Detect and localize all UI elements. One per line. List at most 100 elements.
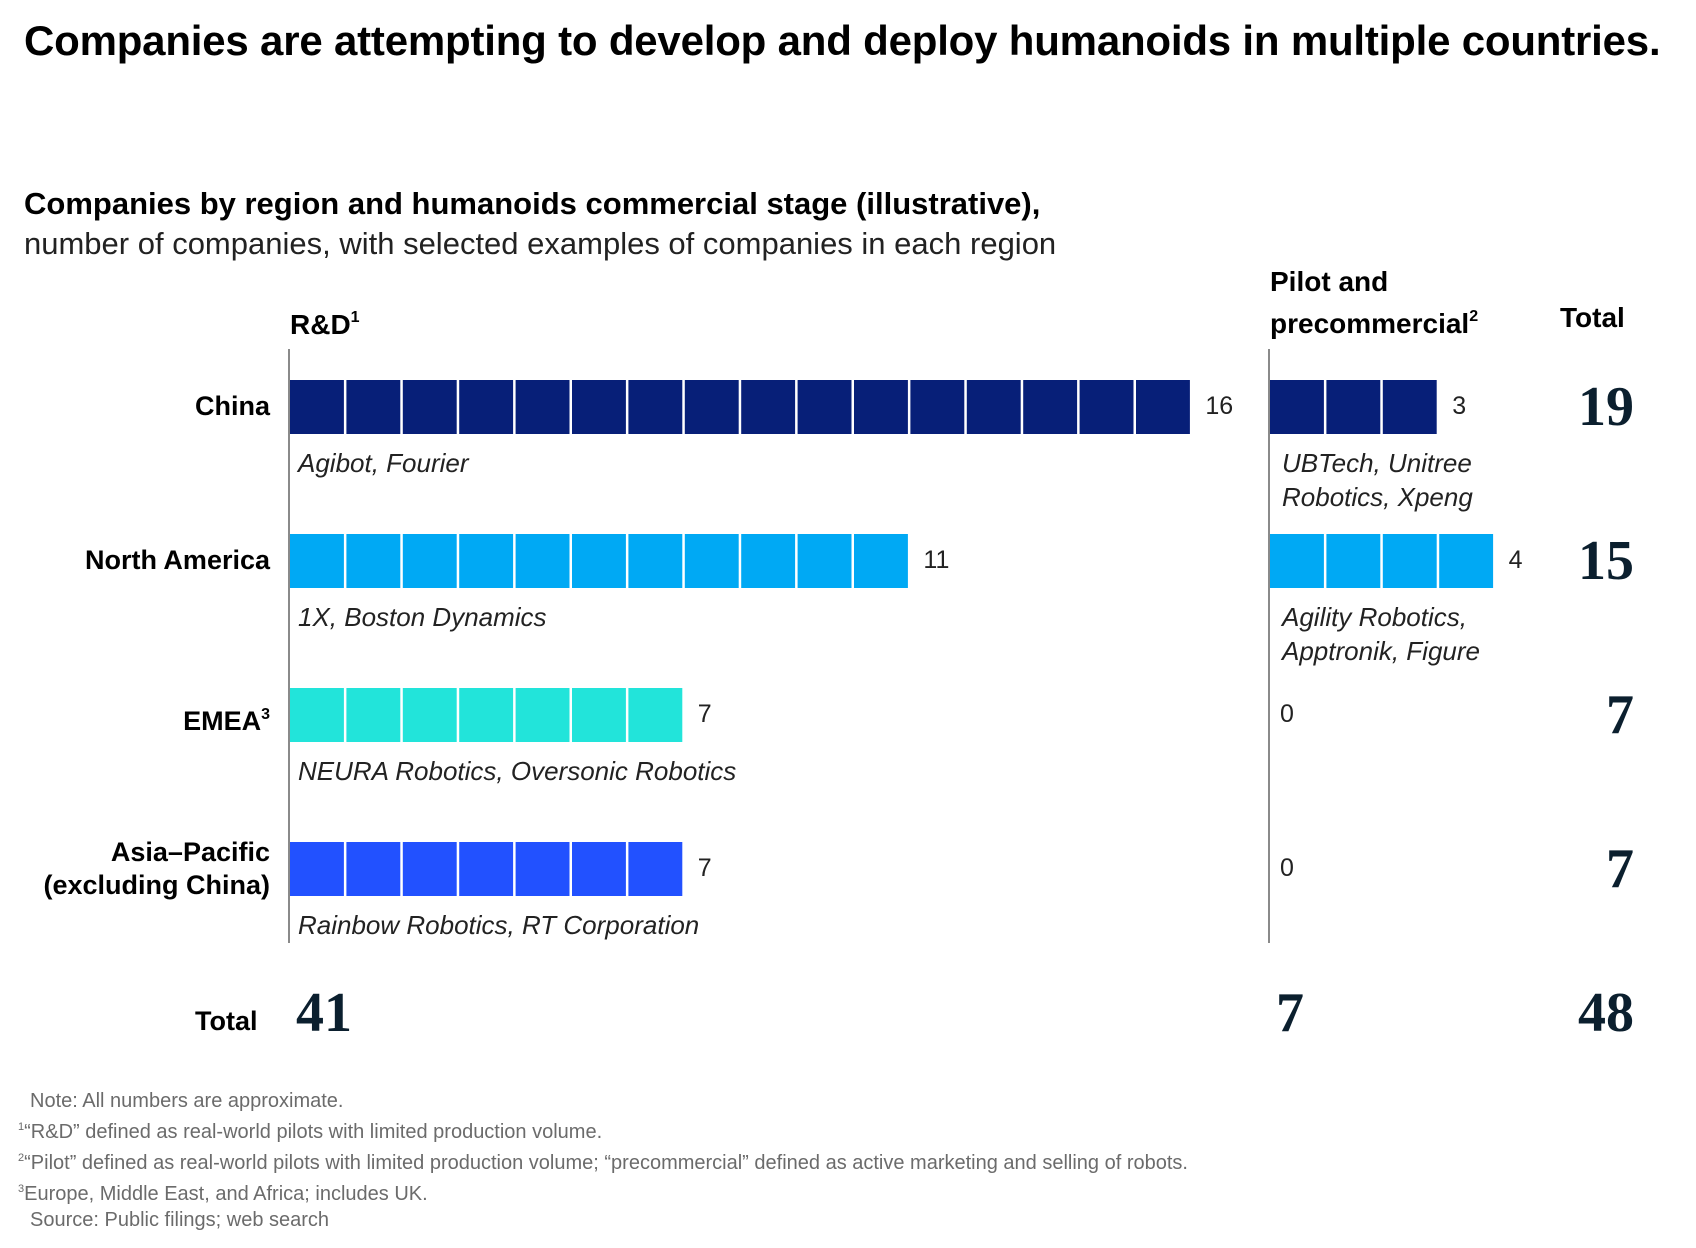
rd-bar-unit (346, 688, 401, 742)
row-label: EMEA3 (183, 698, 270, 738)
rd-bar-unit (854, 534, 908, 588)
footnote-2-text: “Pilot” defined as real-world pilots wit… (24, 1152, 1188, 1174)
footnote-marker: 3 (261, 706, 270, 723)
rd-bar-unit (966, 380, 1021, 434)
rd-bar-unit (628, 380, 683, 434)
footnote-2: 2“Pilot” defined as real-world pilots wi… (18, 1145, 1188, 1176)
footnote-3-text: Europe, Middle East, and Africa; include… (24, 1183, 428, 1205)
rd-bar-unit (402, 380, 457, 434)
rd-bar-unit (628, 688, 683, 742)
rd-bar-unit (290, 380, 344, 434)
row-total: 15 (1578, 530, 1634, 592)
footnotes: Note: All numbers are approximate. 1“R&D… (18, 1088, 1188, 1233)
row-total: 7 (1606, 838, 1634, 900)
pilot-value-label: 0 (1280, 700, 1294, 728)
rd-bar-unit (1136, 380, 1190, 434)
row-label-text: North America (84, 545, 270, 575)
footnote-marker: 1 (350, 309, 360, 326)
pilot-axis-line (1268, 349, 1270, 943)
column-header-pilot-line1: Pilot and (1270, 266, 1389, 297)
column-header-total: Total (1560, 302, 1625, 333)
footnote-source: Source: Public filings; web search (30, 1209, 330, 1231)
rd-bar-unit (402, 842, 457, 896)
footnote-marker: 3 (18, 1183, 25, 1195)
rd-examples: Rainbow Robotics, RT Corporation (298, 910, 700, 940)
total-grand: 48 (1578, 982, 1634, 1044)
rd-bar-unit (459, 842, 514, 896)
rd-bar-unit (290, 688, 344, 742)
rd-bar-unit (1079, 380, 1134, 434)
pilot-bar-unit (1382, 534, 1437, 588)
rd-bar-unit (346, 842, 401, 896)
row-label: North America (85, 544, 270, 577)
rd-bar-unit (572, 842, 626, 896)
rd-bar-unit (346, 380, 401, 434)
pilot-value-label: 0 (1280, 854, 1294, 882)
rd-bar-unit (459, 534, 514, 588)
pilot-examples: UBTech, Unitree Robotics, Xpeng (1282, 446, 1473, 514)
rd-bar-unit (572, 380, 626, 434)
rd-bar-unit (402, 534, 457, 588)
pilot-bar-unit (1270, 534, 1324, 588)
row-label-text: Asia–Pacific (110, 837, 270, 867)
rd-bar-unit (572, 534, 626, 588)
pilot-examples-line: Apptronik, Figure (1282, 636, 1480, 666)
row-total: 7 (1606, 684, 1634, 746)
rd-examples: 1X, Boston Dynamics (298, 602, 547, 632)
rd-bar-unit (515, 380, 570, 434)
rd-bar-unit (1023, 380, 1078, 434)
rd-bar-unit (628, 842, 683, 896)
chart-subtitle-bold: Companies by region and humanoids commer… (24, 186, 1041, 221)
rd-examples: Agibot, Fourier (298, 448, 469, 478)
rd-value-label: 16 (1205, 392, 1234, 420)
footnote-marker: 1 (18, 1121, 25, 1133)
rd-bar-unit (290, 842, 344, 896)
rd-bar-unit (346, 534, 401, 588)
rd-bar-unit (515, 842, 570, 896)
footnote-note: Note: All numbers are approximate. (30, 1090, 344, 1112)
footnote-marker: 2 (1469, 308, 1479, 325)
rd-bar-unit (910, 380, 965, 434)
column-header-rd-label: R&D (290, 309, 351, 340)
rd-bar-unit (741, 534, 796, 588)
pilot-bar-unit (1439, 534, 1494, 588)
row-total: 19 (1578, 376, 1634, 438)
rd-value-label: 7 (697, 854, 712, 882)
total-rd: 41 (296, 982, 352, 1044)
rd-bar-unit (459, 380, 514, 434)
rd-bar-unit (572, 688, 626, 742)
rd-bar-unit (854, 380, 908, 434)
rd-bar-unit (797, 534, 852, 588)
total-pilot: 7 (1276, 982, 1304, 1044)
pilot-examples-line: Agility Robotics, (1282, 602, 1467, 632)
rd-bar-unit (459, 688, 514, 742)
pilot-bar-unit (1270, 380, 1324, 434)
footnote-marker: 2 (18, 1152, 25, 1164)
rd-bar-unit (628, 534, 683, 588)
column-header-pilot: Pilot and precommercial2 (1270, 264, 1478, 341)
pilot-bar-unit (1326, 380, 1381, 434)
rd-bar-unit (290, 534, 344, 588)
pilot-examples-line: Robotics, Xpeng (1282, 482, 1473, 512)
pilot-value-label: 4 (1508, 546, 1523, 574)
pilot-examples: Agility Robotics, Apptronik, Figure (1282, 600, 1480, 668)
totals-row-label: Total (195, 1006, 258, 1036)
rd-bar-unit (402, 688, 457, 742)
footnote-3: 3Europe, Middle East, and Africa; includ… (18, 1176, 1188, 1207)
rd-bar-unit (797, 380, 852, 434)
row-label-text: EMEA (183, 706, 262, 736)
column-header-pilot-line2: precommercial (1270, 308, 1470, 339)
row-label: China (195, 390, 270, 423)
row-label: Asia–Pacific (excluding China) (43, 836, 270, 902)
pilot-value-label: 3 (1452, 392, 1467, 420)
rd-bar-unit (741, 380, 796, 434)
row-label-text: China (194, 391, 270, 421)
rd-examples: NEURA Robotics, Oversonic Robotics (298, 756, 737, 786)
rd-axis-line (288, 349, 290, 943)
pilot-bar-unit (1326, 534, 1381, 588)
column-header-rd: R&D1 (290, 300, 360, 342)
rd-bar-unit (684, 380, 739, 434)
rd-bar-unit (684, 534, 739, 588)
footnote-1-text: “R&D” defined as real-world pilots with … (24, 1121, 603, 1143)
